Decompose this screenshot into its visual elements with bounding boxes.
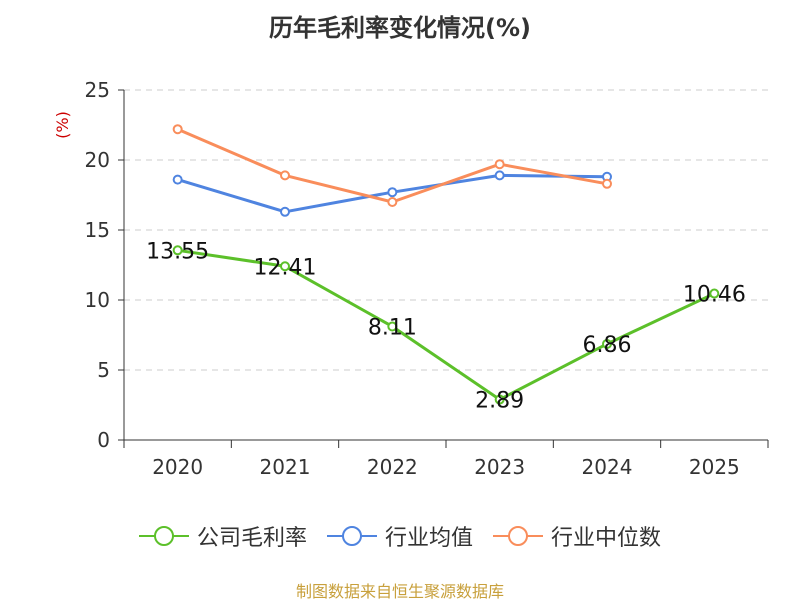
legend-marker xyxy=(153,526,174,546)
data-point xyxy=(602,178,612,189)
data-label: 2.89 xyxy=(475,389,524,414)
y-tick-label: 25 xyxy=(85,78,110,102)
data-point xyxy=(494,394,505,405)
series-group xyxy=(172,124,720,405)
y-tick-label: 15 xyxy=(85,218,110,242)
legend-swatch-icon xyxy=(138,526,189,546)
x-tick-label: 2020 xyxy=(152,455,203,479)
data-point xyxy=(387,321,398,332)
x-tick-label: 2022 xyxy=(367,455,418,479)
x-tick-label: 2025 xyxy=(689,455,740,479)
y-tick-label: 5 xyxy=(97,358,110,382)
legend-swatch-icon xyxy=(326,526,377,546)
legend-item[interactable]: 行业均值 xyxy=(326,520,473,552)
legend-marker xyxy=(341,526,362,546)
legend-label: 行业中位数 xyxy=(551,526,662,551)
data-point xyxy=(602,338,612,349)
data-point xyxy=(387,197,398,207)
data-point xyxy=(494,170,505,181)
y-axis-label: (%) xyxy=(53,111,72,139)
data-labels: 13.55 12.41 8.11 2.89 6.86 10.46 xyxy=(146,239,746,413)
data-point xyxy=(172,245,183,256)
grid-lines xyxy=(124,89,768,371)
legend-swatch-icon xyxy=(493,526,543,546)
legend: 公司毛利率 行业均值 行业中位数 xyxy=(0,520,800,552)
data-point xyxy=(280,170,290,181)
data-point xyxy=(280,206,290,217)
data-point xyxy=(387,187,398,198)
y-tick-label: 20 xyxy=(85,148,110,172)
legend-item[interactable]: 行业中位数 xyxy=(493,520,661,552)
y-tick-label: 0 xyxy=(97,428,110,452)
legend-item[interactable]: 公司毛利率 xyxy=(138,520,307,552)
data-point xyxy=(172,174,183,185)
source-note: 制图数据来自恒生聚源数据库 xyxy=(295,582,504,601)
x-tick-label: 2023 xyxy=(474,455,525,479)
data-label: 13.55 xyxy=(146,239,209,264)
series-line xyxy=(177,248,715,402)
x-tick-label: 2021 xyxy=(260,455,311,479)
x-tick-label: 2024 xyxy=(582,455,633,479)
data-point xyxy=(172,124,183,135)
data-label: 6.86 xyxy=(583,333,632,358)
data-label: 8.11 xyxy=(368,315,417,340)
legend-marker xyxy=(508,526,528,546)
data-point xyxy=(494,159,505,170)
data-label: 10.46 xyxy=(683,283,746,308)
data-label: 12.41 xyxy=(254,255,317,280)
legend-label: 行业均值 xyxy=(384,526,473,551)
legend-label: 公司毛利率 xyxy=(196,526,307,551)
chart-title: 历年毛利率变化情况(%) xyxy=(269,14,531,42)
data-point xyxy=(280,261,290,272)
data-point xyxy=(709,288,720,299)
y-tick-label: 10 xyxy=(85,288,110,312)
